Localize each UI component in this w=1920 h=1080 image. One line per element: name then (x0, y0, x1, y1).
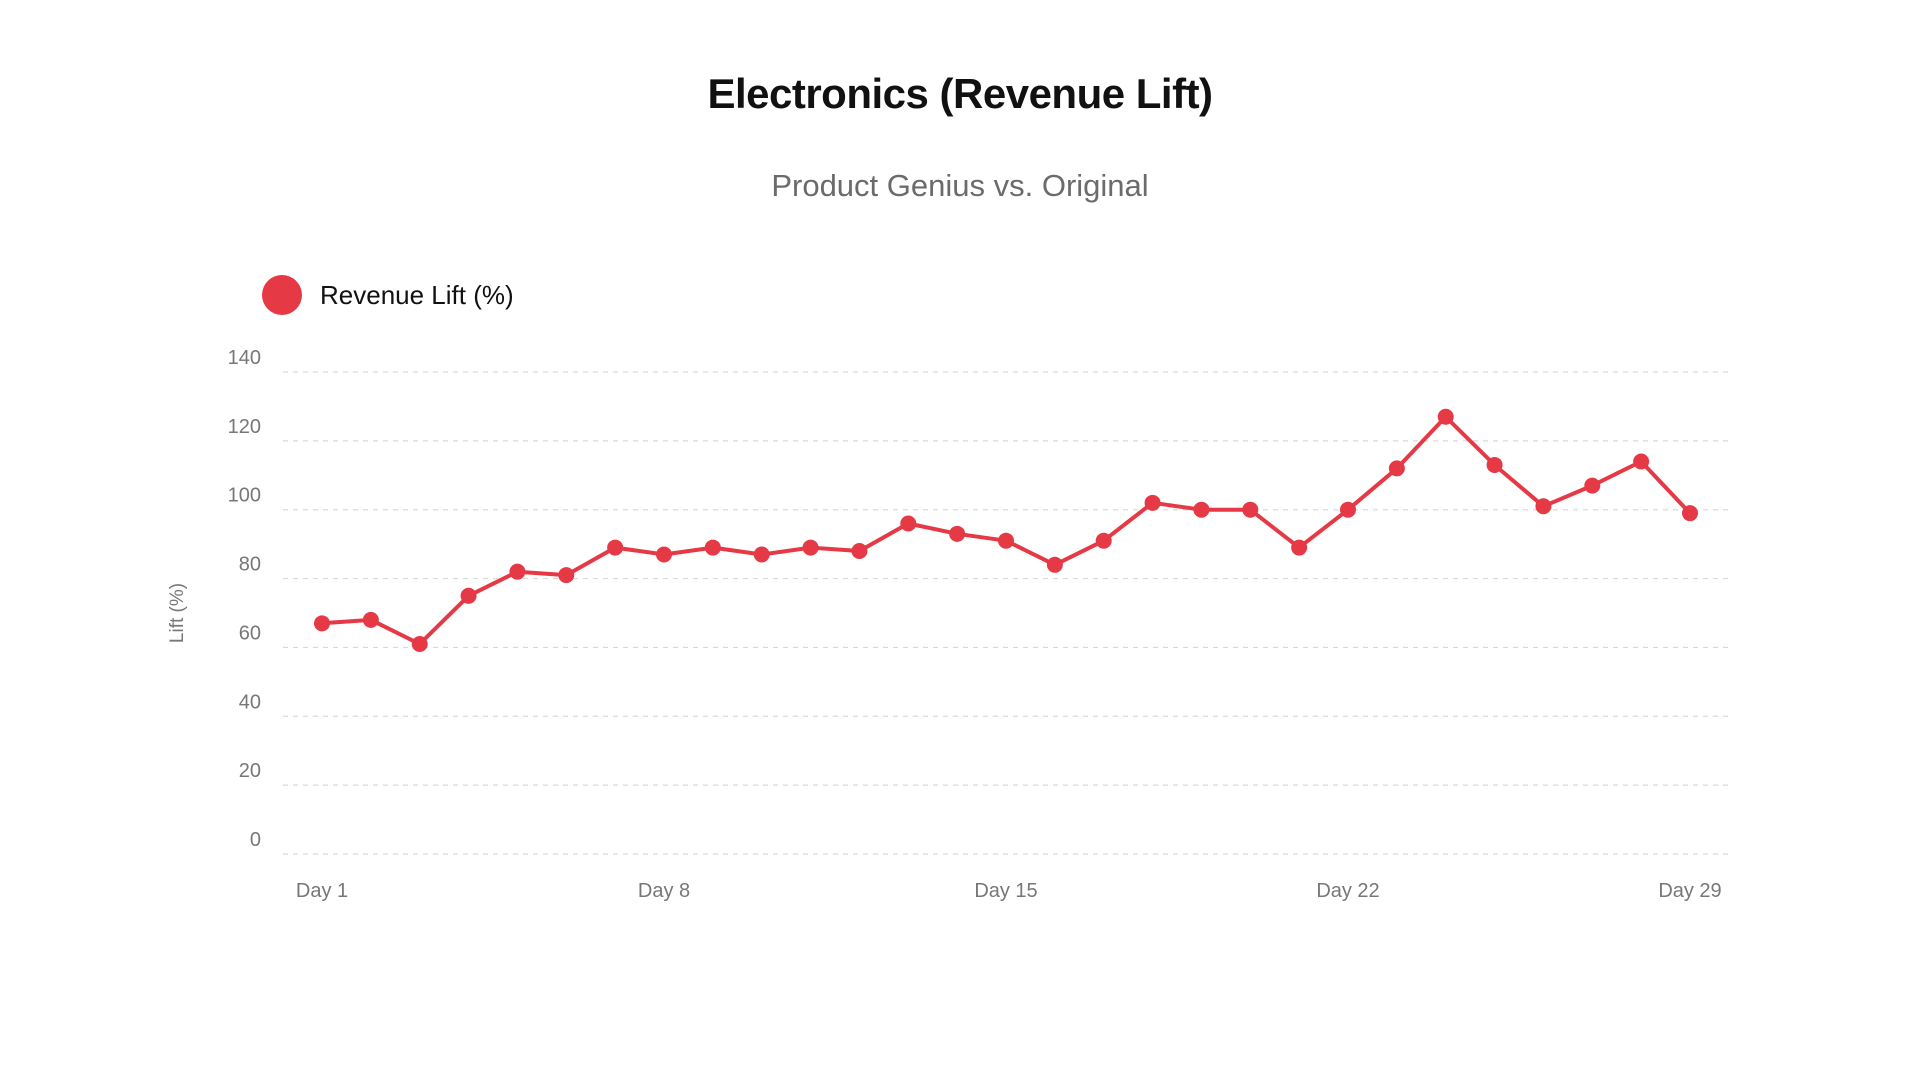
y-tick-label: 140 (228, 347, 261, 369)
gridlines (283, 371, 1733, 855)
y-tick-label: 100 (228, 485, 261, 507)
data-point (1486, 456, 1503, 473)
series-revenue-lift (314, 408, 1698, 652)
data-point (362, 611, 379, 628)
data-point (1535, 498, 1552, 515)
data-point (509, 563, 526, 580)
data-point (1388, 460, 1405, 477)
data-point (460, 587, 477, 604)
y-axis-ticks: 0 20 40 60 80 100 120 140 (228, 347, 261, 851)
y-tick-label: 80 (239, 554, 261, 576)
data-point (1046, 556, 1063, 573)
data-point (998, 532, 1014, 549)
data-point (1340, 501, 1356, 518)
data-point (1144, 494, 1161, 511)
x-tick-label: Day 15 (974, 880, 1037, 902)
data-point (607, 539, 624, 556)
data-point (851, 543, 868, 560)
y-tick-label: 20 (239, 760, 261, 782)
y-tick-label: 40 (239, 691, 261, 713)
data-point (1633, 453, 1650, 470)
data-point (949, 525, 966, 542)
series-line (320, 414, 1692, 646)
data-point (314, 615, 330, 632)
y-axis-title: Lift (%) (167, 583, 188, 643)
data-point (753, 546, 770, 563)
legend-swatch (262, 275, 302, 315)
data-point (704, 539, 721, 556)
data-point (1682, 505, 1698, 522)
y-tick-label: 0 (250, 829, 261, 851)
chart-title: Electronics (Revenue Lift) (707, 70, 1213, 117)
data-point (411, 635, 428, 652)
data-point (558, 567, 575, 584)
data-point (802, 539, 819, 556)
data-point (1193, 501, 1210, 518)
data-point (1584, 477, 1601, 494)
data-point (1242, 501, 1259, 518)
x-tick-label: Day 22 (1316, 880, 1379, 902)
data-point (1437, 408, 1454, 425)
legend-label: Revenue Lift (%) (320, 279, 514, 310)
y-tick-label: 60 (239, 622, 261, 644)
chart-legend: Revenue Lift (%) (262, 275, 514, 315)
x-tick-label: Day 29 (1658, 880, 1721, 902)
x-tick-label: Day 8 (638, 880, 690, 902)
x-axis-ticks: Day 1 Day 8 Day 15 Day 22 Day 29 (296, 880, 1722, 902)
chart-subtitle: Product Genius vs. Original (771, 168, 1149, 203)
y-tick-label: 120 (228, 416, 261, 438)
data-point (1291, 539, 1308, 556)
data-point (1095, 532, 1112, 549)
data-point (900, 515, 917, 532)
data-point (656, 546, 672, 563)
x-tick-label: Day 1 (296, 880, 348, 902)
